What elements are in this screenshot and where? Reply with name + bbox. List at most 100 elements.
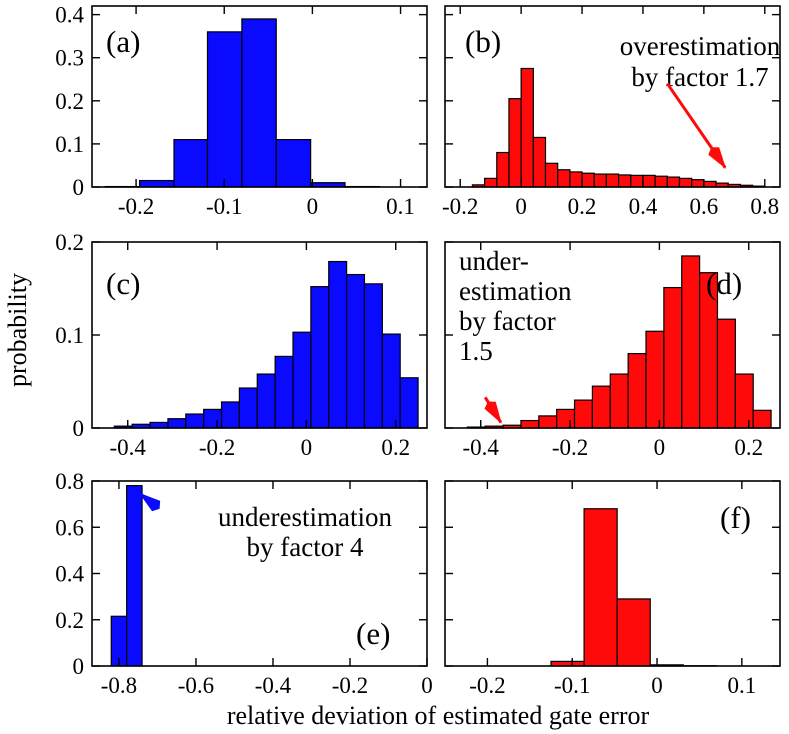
panel-d: -0.4 -0.2 0 0.2 (d) under-estimation by factor… [444,241,781,460]
bar-b-19 [703,180,717,188]
bar-a-5 [275,138,312,188]
panel-a: -0.2 -0.1 0 0.1 0 0.1 0.2 0.3 0.4 (a) [55,3,428,219]
xtick-label-a-1: -0.1 [206,194,242,219]
xtick-label-d-2: 0 [654,435,666,460]
bar-d-7 [591,385,611,429]
bar-b-8 [569,171,583,188]
ytick-label-a-3: 0.3 [55,46,84,71]
ytick-label-c-0: 0 [73,416,85,441]
ytick-label-a-1: 0.1 [55,132,84,157]
xtick-label-e-2: -0.4 [255,673,292,698]
bar-c-16 [399,377,419,429]
xtick-label-b-3: 0.4 [629,194,658,219]
ytick-label-c-2: 0.2 [55,230,84,255]
panel-label-c: (c) [106,266,140,301]
xtick-label-c-1: -0.2 [199,435,235,460]
annotation-arrowhead-d-0 [484,401,502,424]
xtick-label-f-2: 0 [651,673,663,698]
panel-label-d: (d) [706,266,742,301]
xtick-label-c-3: 0.2 [381,435,410,460]
bar-b-1 [483,177,498,188]
annotation-line-b-0: overestimation [620,31,781,61]
panels-group: -0.2 -0.1 0 0.1 0 0.1 0.2 0.3 0.4 (a) -0.2 0 0.2 0.4 0… [55,3,781,698]
bar-d-9 [627,353,647,429]
x-axis-label: relative deviation of estimated gate err… [227,701,650,730]
xtick-label-e-0: -0.8 [101,673,137,698]
bar-d-3 [520,419,540,429]
bar-c-5 [203,408,223,429]
bar-b-10 [593,173,608,188]
bar-c-12 [328,260,348,429]
annotation-d-0: under-estimation by factor 1.5 [459,246,572,366]
xtick-label-f-0: -0.2 [469,673,505,698]
bar-d-12 [681,255,701,429]
bar-a-2 [173,138,209,188]
panel-f: -0.2 -0.1 0 0.1 (f) [444,480,781,698]
bar-e-1 [126,485,143,667]
ytick-label-a-4: 0.4 [55,3,84,28]
bar-b-6 [544,162,559,188]
bar-d-15 [734,373,754,429]
bar-a-3 [206,31,243,188]
plot-frame-a [91,5,428,188]
annotation-line-e-1: by factor 4 [247,532,364,562]
bar-d-4 [538,415,558,429]
bar-b-14 [642,174,656,188]
ytick-label-a-2: 0.2 [55,89,84,114]
bar-c-6 [220,401,241,429]
annotation-b-0: overestimation by factor 1.7 [620,31,781,92]
bar-f-2 [616,598,651,667]
bar-c-15 [381,333,401,429]
bar-b-17 [678,177,693,188]
xtick-label-a-2: 0 [307,194,319,219]
panel-b: -0.2 0 0.2 0.4 0.6 0.8 (b) overestimation by fac… [442,5,781,219]
bar-b-12 [617,174,632,188]
bar-b-13 [630,174,644,188]
xtick-label-b-5: 0.8 [750,194,779,219]
xtick-label-a-3: 0.1 [386,194,415,219]
xtick-label-f-1: -0.1 [554,673,590,698]
bar-c-2 [149,421,169,429]
bar-b-5 [532,136,547,188]
xtick-label-e-3: -0.2 [332,673,368,698]
xtick-label-f-3: 0.1 [727,673,756,698]
bar-b-2 [496,151,510,188]
xtick-label-e-1: -0.6 [178,673,214,698]
bar-c-10 [292,331,312,429]
xtick-label-c-2: 0 [301,435,313,460]
bar-a-1 [139,179,175,188]
annotation-line-d-1: estimation [459,276,572,306]
bar-d-6 [573,399,593,429]
bar-b-18 [691,179,705,188]
annotation-line-e-0: underestimation [218,502,392,532]
bar-d-5 [556,408,576,429]
ytick-label-e-4: 0.8 [55,469,84,494]
annotation-line-b-1: by factor 1.7 [631,62,768,92]
panel-label-e: (e) [356,616,390,651]
bar-c-14 [363,283,383,429]
bar-c-11 [310,286,330,429]
bar-b-4 [520,67,534,188]
xtick-label-a-0: -0.2 [118,194,154,219]
bar-d-14 [716,318,736,429]
annotation-e-0: underestimation by factor 4 [218,502,392,562]
xtick-label-b-0: -0.2 [442,194,478,219]
bar-a-4 [241,18,277,188]
xtick-label-d-0: -0.4 [463,435,500,460]
bar-c-7 [238,387,258,429]
bar-d-16 [752,409,772,429]
panel-e: -0.8 -0.6 -0.4 -0.2 0 0 0.2 0.4 0.6 0.8 (e) underes… [55,469,433,698]
panel-c: -0.4 -0.2 0 0.2 0 0.1 0.2 (c) [55,230,428,460]
bar-b-9 [581,172,595,188]
ytick-label-a-0: 0 [73,175,85,200]
ytick-label-e-0: 0 [73,654,85,679]
bar-b-15 [654,175,668,188]
panel-label-f: (f) [720,500,751,535]
xtick-label-e-4: 0 [421,673,433,698]
bar-f-1 [583,508,618,667]
bar-b-16 [666,176,681,188]
bar-c-3 [167,418,187,429]
xtick-label-d-3: 0.2 [734,435,763,460]
ytick-label-c-1: 0.1 [55,323,84,348]
